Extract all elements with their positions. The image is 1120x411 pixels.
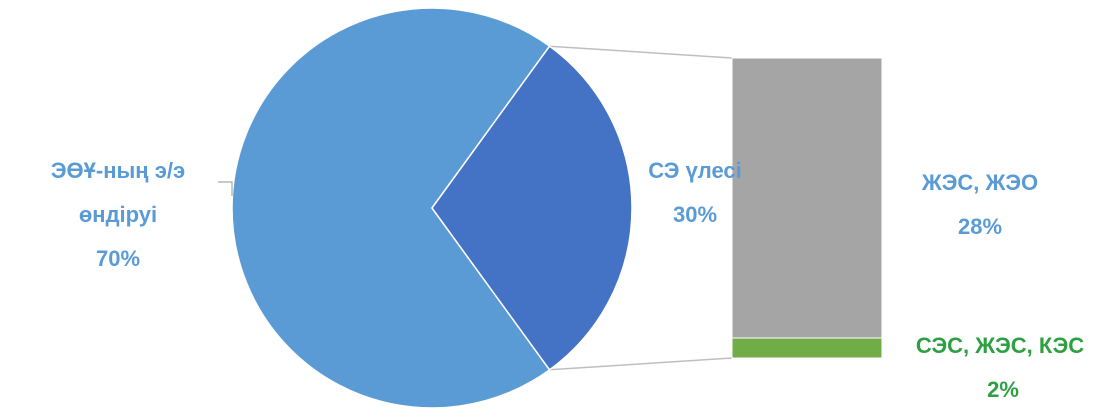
connector-lines	[549, 45, 733, 371]
pie-group	[231, 7, 633, 409]
slice-label-main-line2: өндіруі	[79, 202, 157, 227]
slice-label-main-pct: 70%	[96, 246, 140, 271]
bar-label-tpp-line1: ЖЭС, ЖЭО	[921, 170, 1038, 195]
connector-line-top	[549, 45, 733, 59]
bar-segment-1	[731, 337, 883, 359]
bar-label-res-line1: СЭС, ЖЭС, КЭС	[916, 333, 1084, 358]
data-labels: ЭӨҰ-ның э/э өндіруі 70% СЭ үлесі 30% ЖЭС…	[51, 158, 1084, 402]
slice-label-main-line1: ЭӨҰ-ның э/э	[51, 158, 185, 183]
stacked-bar-group	[731, 57, 883, 359]
slice-label-se-pct: 30%	[673, 202, 717, 227]
bar-label-res-pct: 2%	[987, 377, 1019, 402]
pie-slice-main	[231, 7, 551, 409]
bar-label-tpp-pct: 28%	[958, 214, 1002, 239]
bar-segment-0	[731, 57, 883, 339]
pie-slice-se	[431, 45, 633, 371]
connector-line-bottom	[549, 357, 733, 371]
slice-label-se-line1: СЭ үлесі	[648, 158, 742, 183]
leader-line-main	[218, 181, 233, 196]
